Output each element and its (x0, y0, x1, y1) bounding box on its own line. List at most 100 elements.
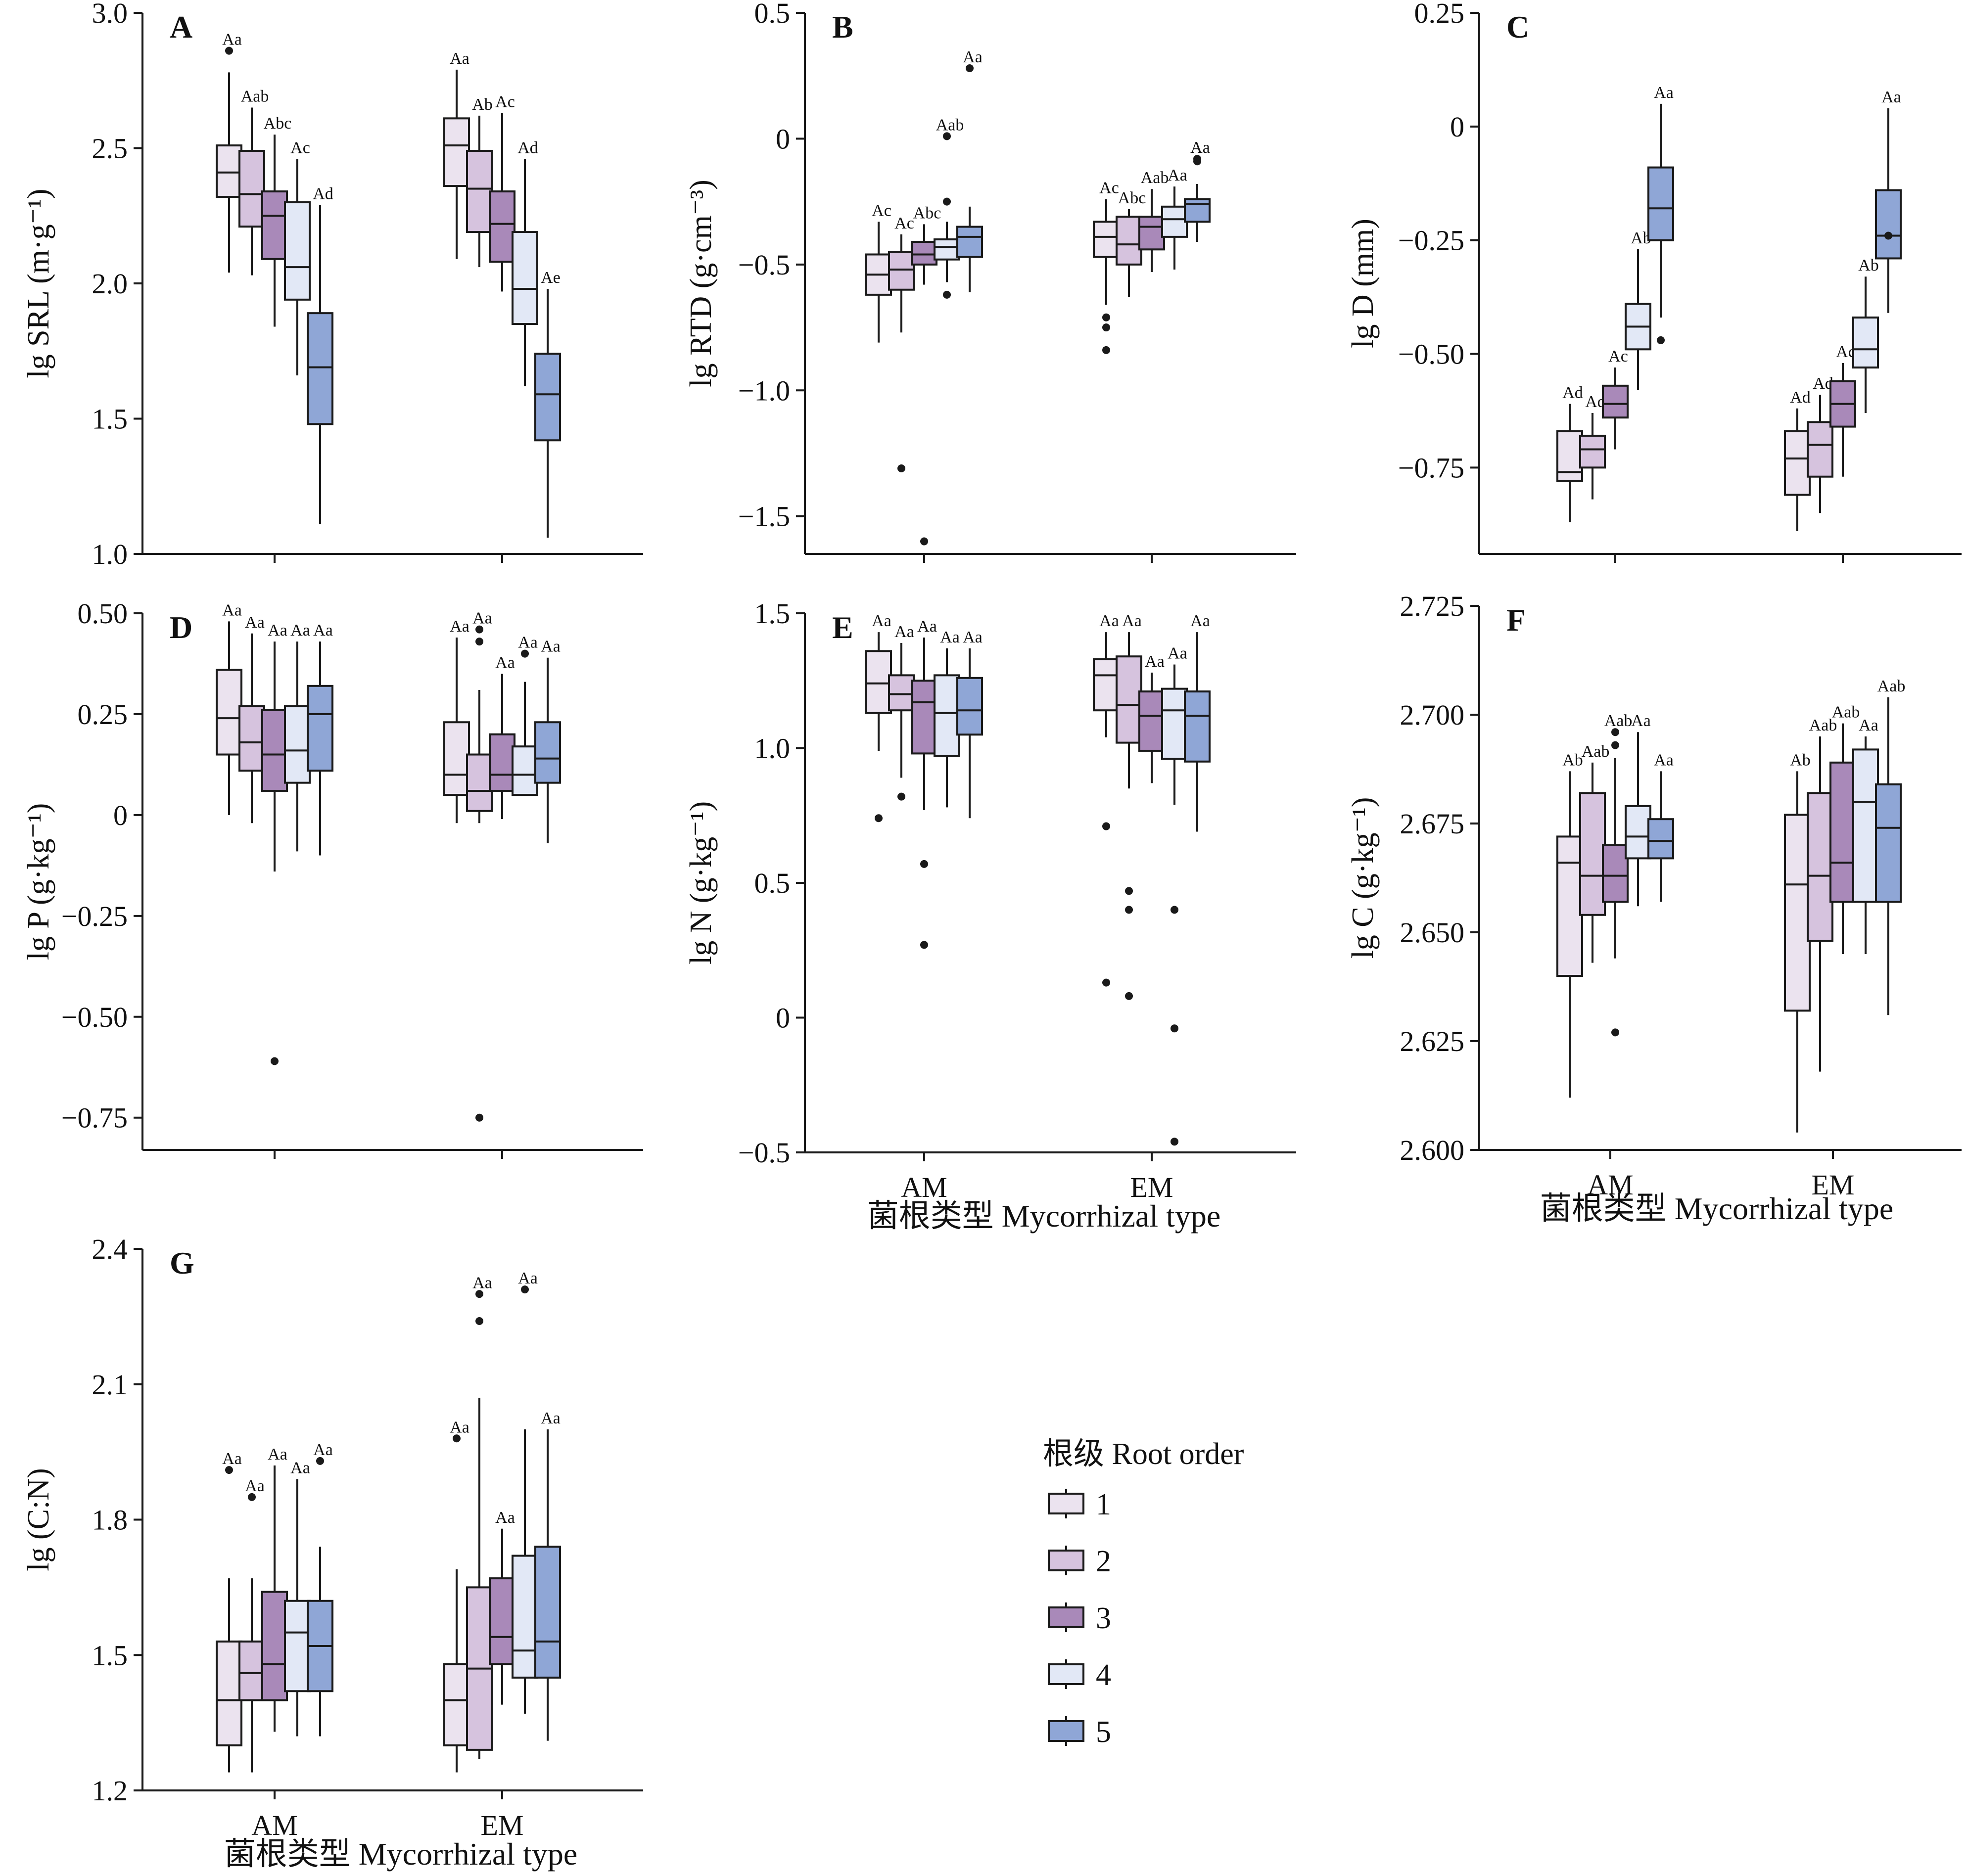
box-order1-am: Ac (865, 201, 892, 343)
box-iqr (284, 201, 311, 301)
legend-label-5: 5 (1096, 1715, 1111, 1749)
legend-swatch-3 (1048, 1606, 1084, 1628)
box-iqr (1116, 655, 1142, 744)
outlier-point (1171, 1024, 1178, 1033)
y-tick-label: −0.5 (738, 1137, 790, 1169)
significance-label: Abc (913, 204, 941, 222)
significance-label: Ac (495, 92, 515, 111)
outlier-point (453, 1434, 461, 1443)
box-order2-am: Aab (1579, 742, 1609, 963)
box-iqr (1184, 690, 1211, 763)
box-order5-em: Aa (1184, 138, 1211, 242)
box-order1-am: Aa (216, 1450, 242, 1773)
box-order4-em: Aa (512, 1269, 538, 1714)
box-iqr (307, 312, 333, 425)
box-order1-em: Aa (443, 49, 470, 259)
legend-swatch-2 (1048, 1550, 1084, 1571)
outlier-point (1102, 346, 1110, 354)
legend-item-3: 3 (1048, 1601, 1111, 1635)
significance-label: Aa (1190, 138, 1210, 157)
box-order4-em: Aa (1161, 644, 1188, 1146)
box-iqr (261, 709, 288, 792)
significance-label: Aa (495, 653, 515, 672)
outlier-point (1171, 1138, 1178, 1146)
box-iqr (284, 705, 311, 784)
x-tick-label: AM (901, 1171, 947, 1203)
x-axis-label: 菌根类型 Mycorrhizal type (867, 1198, 1221, 1234)
box-iqr (443, 117, 470, 187)
box-iqr (1784, 814, 1811, 1012)
y-tick-label: 0 (1450, 111, 1464, 143)
box-order5-am: Aa (956, 48, 983, 292)
significance-label: Ad (313, 184, 333, 203)
significance-label: Aa (472, 609, 492, 628)
significance-label: Aa (541, 638, 561, 656)
significance-label: Abc (1118, 189, 1146, 207)
outlier-point (475, 1290, 483, 1298)
box-order4-am: Ac (284, 138, 311, 375)
legend-title: 根级 Root order (1043, 1437, 1244, 1471)
box-iqr (284, 1600, 311, 1693)
box-iqr (1875, 189, 1902, 260)
significance-label: Aa (313, 1441, 333, 1459)
box-order3-am: Aa (261, 621, 288, 1065)
y-tick-label: 1.5 (92, 1639, 128, 1671)
box-iqr (1161, 205, 1188, 238)
legend-swatch-1 (1048, 1493, 1084, 1514)
y-tick-label: 0 (776, 1002, 790, 1034)
outlier-point (1884, 231, 1892, 240)
box-iqr (911, 680, 937, 755)
outlier-point (1611, 741, 1619, 749)
box-order3-em: Aa (489, 653, 515, 820)
legend-item-2: 2 (1048, 1545, 1111, 1578)
significance-label: Aa (518, 1269, 538, 1287)
outlier-point (943, 132, 951, 140)
y-tick-label: 2.4 (92, 1233, 128, 1265)
y-axis-label: lg P (g·kg⁻¹) (22, 803, 55, 961)
outlier-point (1193, 157, 1201, 166)
box-order1-am: Aa (216, 601, 242, 815)
box-iqr (1093, 658, 1120, 712)
y-tick-label: −0.75 (61, 1102, 128, 1134)
panel-e: −0.5 0 0.5 1.0 1.5 AM EM lg N (g·kg⁻¹) 菌根类型 Myco… (684, 597, 1296, 1234)
outlier-point (897, 792, 905, 801)
outlier-point (943, 197, 951, 206)
y-axis-label: lg D (mm) (1346, 219, 1380, 348)
box-iqr (934, 238, 960, 261)
y-axis-label: lg N (g·kg⁻¹) (684, 801, 718, 964)
outlier-point (225, 1466, 233, 1474)
box-iqr (512, 1555, 538, 1679)
box-order1-em: Aa (1093, 612, 1120, 987)
x-axis-label: 菌根类型 Mycorrhizal type (224, 1836, 578, 1872)
y-tick-label: −0.50 (1398, 338, 1464, 370)
box-order5-em: Aa (1184, 612, 1211, 832)
significance-label: Aa (222, 31, 242, 49)
box-order3-em: Ac (489, 92, 515, 292)
box-iqr (238, 705, 265, 772)
box-order5-em: Ae (534, 269, 561, 538)
legend-swatch-5 (1048, 1720, 1084, 1742)
outlier-point (225, 46, 233, 55)
x-tick-label: EM (481, 1809, 524, 1841)
box-order4-em: Ad (512, 138, 538, 386)
box-order5-am: Aa (956, 628, 983, 819)
box-order2-em: Aa (1116, 612, 1142, 1000)
y-tick-label: 2.1 (92, 1369, 128, 1401)
box-iqr (1138, 216, 1165, 251)
significance-label: Aa (1145, 652, 1165, 671)
box-iqr (443, 721, 470, 796)
y-tick-label: 1.2 (92, 1775, 128, 1807)
significance-label: Aab (241, 87, 269, 105)
panel-letter: B (832, 9, 853, 45)
y-tick-label: 2.700 (1400, 699, 1465, 731)
box-order5-am: Aa (1647, 84, 1674, 344)
panel-f: 2.600 2.625 2.650 2.675 2.700 2.725 AM EM lg C (… (1346, 590, 1962, 1226)
box-order5-em: Aab (1875, 677, 1905, 1015)
box-order2-am: Aa (238, 1477, 265, 1773)
y-axis-label: lg (C:N) (22, 1468, 55, 1571)
significance-label: Aa (450, 1418, 469, 1436)
box-iqr (1625, 805, 1651, 860)
box-iqr (888, 251, 915, 291)
y-tick-label: 0.25 (78, 698, 128, 731)
y-tick-label: 2.675 (1400, 808, 1465, 840)
